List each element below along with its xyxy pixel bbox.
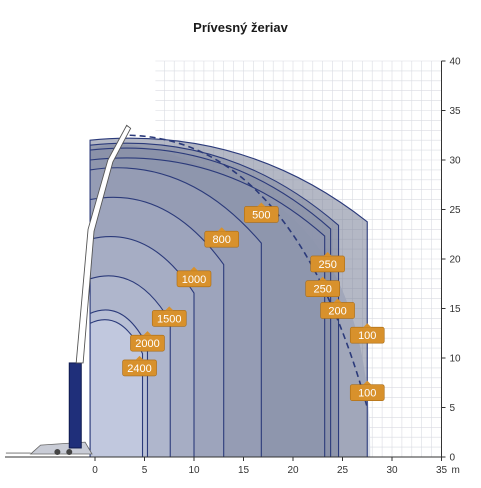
y-tick-label: 40 — [450, 57, 462, 68]
y-tick-label: 35 — [450, 106, 462, 117]
load-label-hook — [143, 331, 152, 336]
crane-mast-lower — [68, 362, 82, 449]
wheel-right — [66, 449, 73, 456]
load-label-hook — [165, 306, 174, 311]
y-tick-label: 20 — [450, 255, 462, 266]
load-label-hook — [318, 276, 327, 281]
trailer-base — [29, 441, 93, 455]
y-tick-label: 5 — [450, 403, 456, 414]
load-label-text-100: 100 — [358, 388, 376, 400]
load-label-hook — [257, 202, 266, 207]
axes: 0 5 10 15 20 25 30 35 40 0 5 10 15 20 25 30 35 m — [5, 57, 462, 476]
load-label-text-200: 200 — [328, 305, 346, 317]
load-label-text-500: 500 — [252, 209, 270, 221]
chart-title: Prívesný žeriav — [193, 20, 288, 35]
load-zone-2400 — [89, 319, 144, 458]
load-label-text-1000: 1000 — [182, 274, 206, 286]
x-tick-label: 35 — [436, 465, 448, 476]
x-tick-label: 0 — [92, 465, 98, 476]
y-tick-label: 15 — [450, 304, 462, 315]
load-label-hook — [363, 323, 372, 328]
load-label-text-2400: 2400 — [127, 363, 151, 375]
x-tick-label: 10 — [188, 465, 200, 476]
load-labels: 2400 2000 1500 1000 800 500 250 250 200 100 100 — [122, 202, 385, 401]
load-label-hook — [190, 266, 198, 271]
y-tick-label: 25 — [450, 205, 462, 216]
x-tick-label: 30 — [386, 465, 398, 476]
x-tick-label: 25 — [337, 465, 349, 476]
envelope-boundary — [129, 134, 369, 408]
load-label-text-250: 250 — [318, 259, 336, 271]
load-label-text-250: 250 — [314, 284, 332, 296]
load-label-hook — [323, 251, 332, 256]
crane-illustration — [5, 124, 132, 456]
x-tick-label: 5 — [142, 465, 148, 476]
load-label-text-1500: 1500 — [157, 313, 181, 325]
load-label-hook — [135, 355, 144, 360]
load-label-hook — [333, 298, 342, 303]
y-tick-label: 30 — [450, 156, 462, 167]
y-tick-label: 10 — [450, 354, 462, 365]
load-zones — [89, 134, 371, 458]
x-unit-label: m — [452, 465, 460, 476]
wheel-left — [54, 449, 61, 456]
load-label-text-800: 800 — [213, 234, 231, 246]
load-label-hook — [363, 380, 372, 385]
load-label-text-2000: 2000 — [135, 338, 159, 350]
y-tick-label: 0 — [450, 453, 456, 464]
load-label-text-100: 100 — [358, 330, 376, 342]
x-tick-label: 15 — [238, 465, 250, 476]
load-label-hook — [217, 227, 226, 232]
crane-boom — [75, 124, 132, 364]
x-tick-label: 20 — [287, 465, 299, 476]
